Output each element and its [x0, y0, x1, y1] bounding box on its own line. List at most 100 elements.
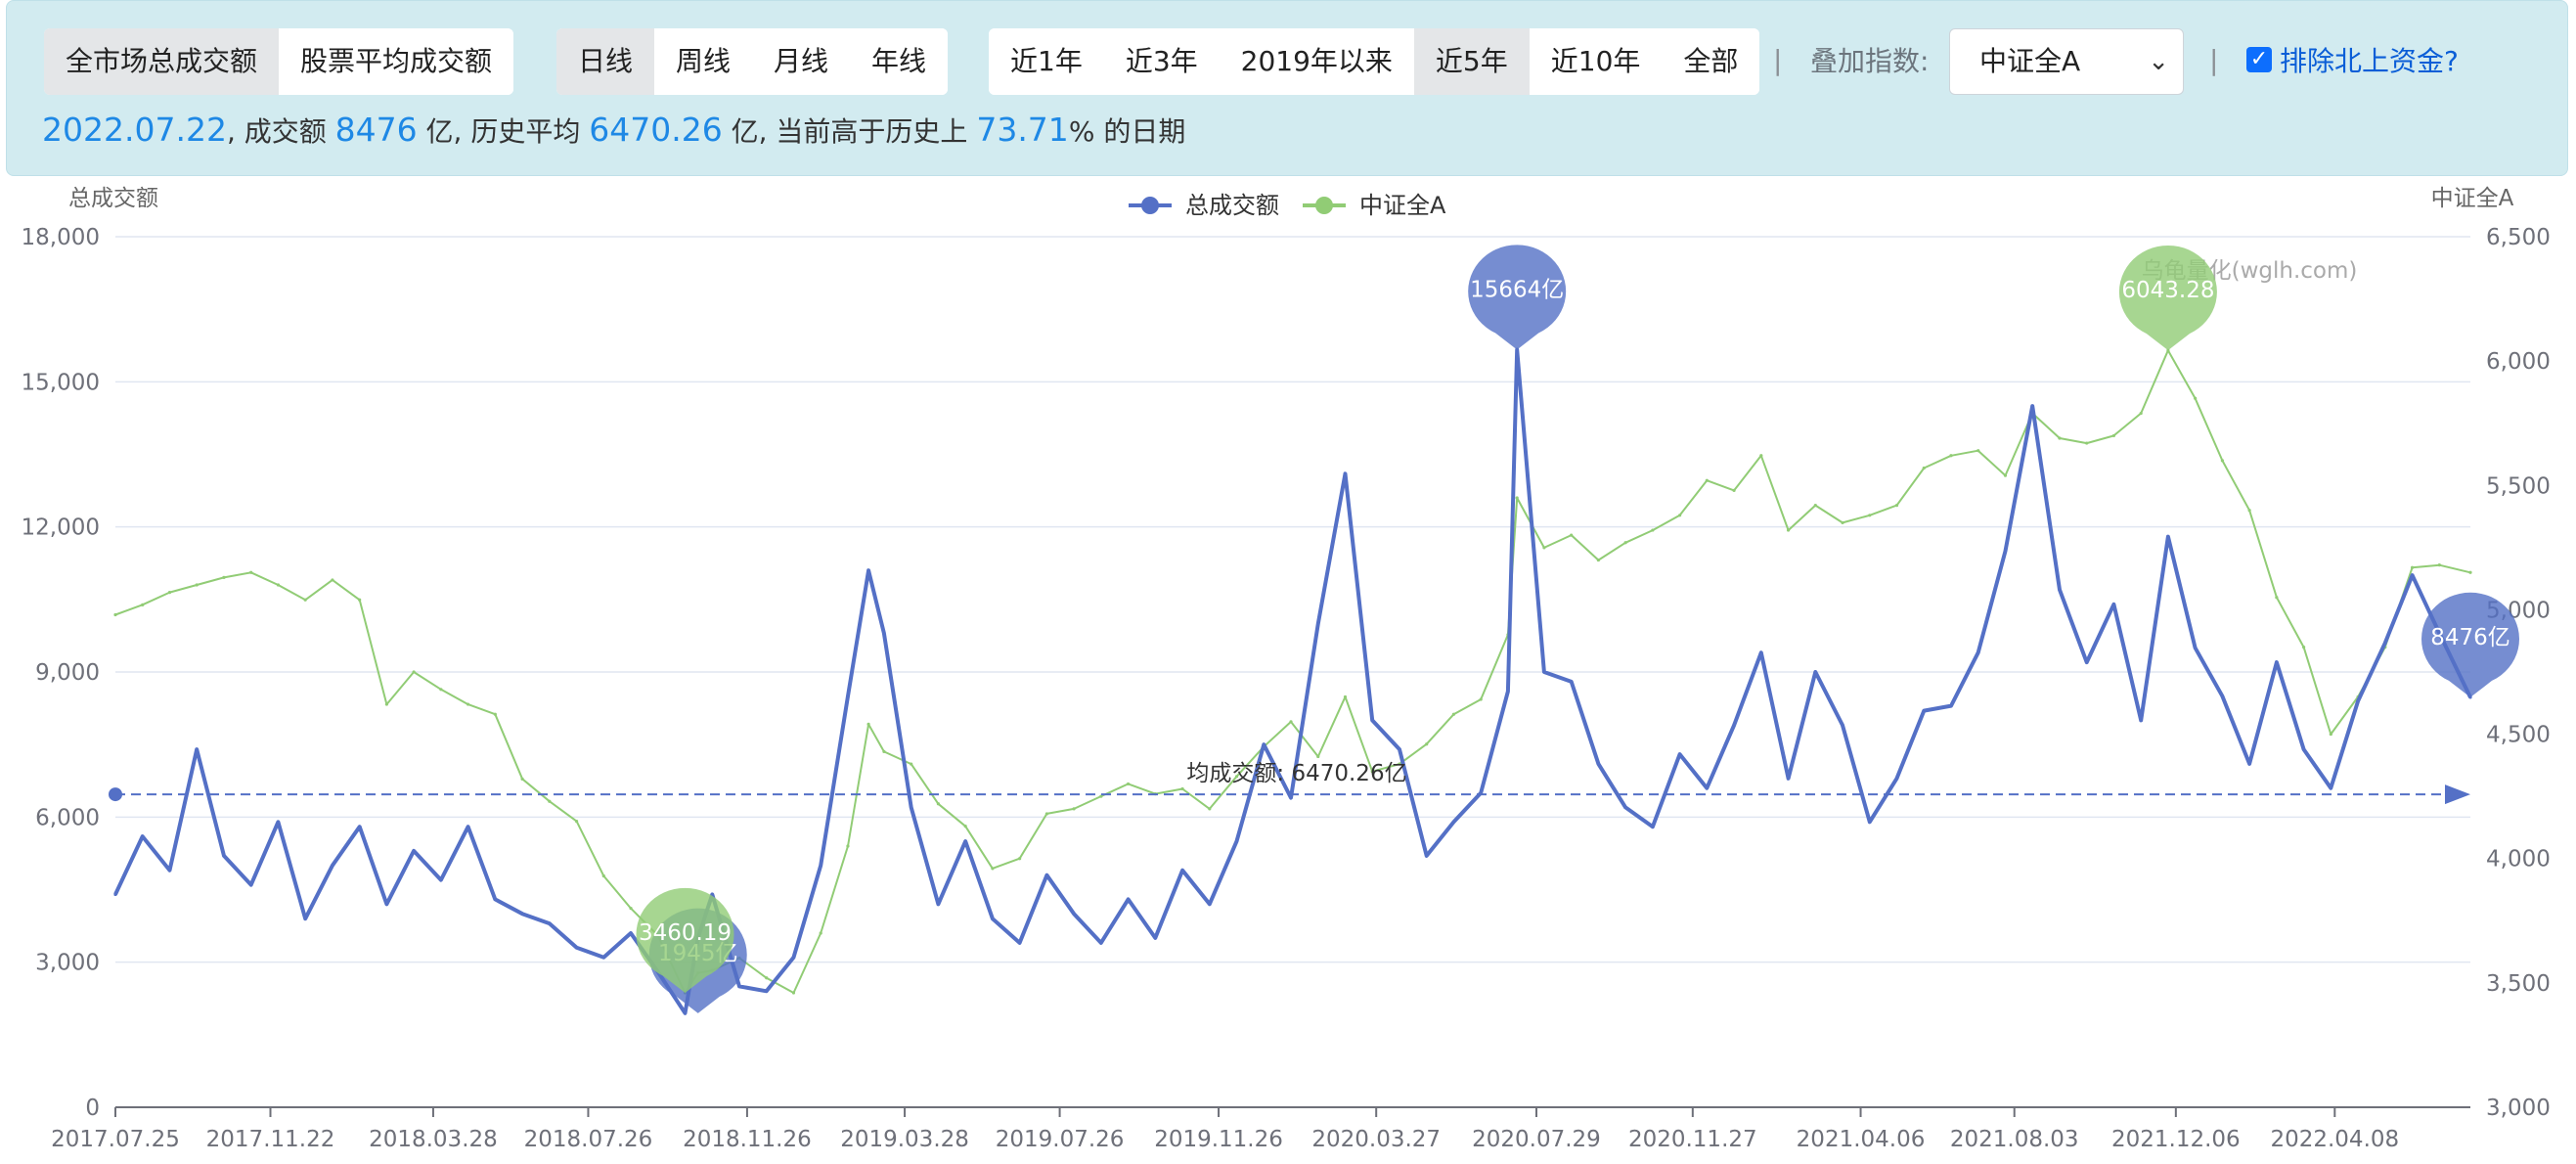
turnover-point [2220, 694, 2224, 698]
index-point [2085, 441, 2089, 445]
turnover-point [2194, 646, 2198, 649]
tab-range-1y[interactable]: 近1年 [989, 28, 1104, 95]
legend-item-turnover[interactable]: 总成交额 [1129, 192, 1279, 219]
y-right-tick-label: 6,500 [2486, 225, 2551, 250]
summary-text: 亿, 当前高于历史上 [722, 115, 977, 148]
tab-weekly[interactable]: 周线 [654, 28, 753, 95]
chevron-down-icon: ⌄ [2148, 47, 2169, 76]
tab-range-3y[interactable]: 近3年 [1103, 28, 1220, 95]
period-tab-group: 日线 周线 月线 年线 [556, 28, 949, 95]
turnover-point [1623, 805, 1627, 810]
turnover-point [1868, 820, 1872, 824]
turnover-point [1542, 670, 1546, 674]
index-point [1868, 514, 1872, 517]
legend-dot-icon [1315, 197, 1333, 214]
index-point [1841, 520, 1844, 525]
tab-daily[interactable]: 日线 [556, 28, 655, 95]
x-tick-label: 2022.04.08 [2270, 1127, 2399, 1152]
overlay-index-label: 叠加指数: [1810, 45, 1930, 77]
summary-text: , 成交额 [226, 115, 335, 148]
average-line-arrow-icon [2445, 784, 2470, 805]
pin-label: 8476亿 [2430, 625, 2510, 650]
index-point [846, 844, 850, 848]
average-line-start-dot [109, 787, 122, 802]
index-point [1813, 504, 1817, 508]
summary-text: 亿, 历史平均 [417, 115, 590, 148]
turnover-point [1841, 723, 1844, 727]
turnover-point [113, 892, 117, 897]
pin-shape [2421, 592, 2519, 697]
x-tick-label: 2021.08.03 [1950, 1127, 2079, 1152]
index-point [1515, 496, 1519, 500]
index-point [2302, 645, 2306, 649]
index-point [1623, 541, 1627, 545]
control-panel: 全市场总成交额 股票平均成交额 日线 周线 月线 年线 近1年 近3年 2019… [6, 0, 2568, 176]
tab-range-since-2019[interactable]: 2019年以来 [1219, 28, 1414, 95]
index-point [1894, 504, 1899, 508]
exclude-northbound-toggle[interactable]: ✓ 排除北上资金? [2246, 40, 2459, 79]
tab-total-turnover[interactable]: 全市场总成交额 [44, 28, 280, 95]
tab-range-5y[interactable]: 近5年 [1413, 28, 1530, 95]
tab-range-all[interactable]: 全部 [1662, 28, 1760, 95]
turnover-point [1044, 873, 1048, 877]
turnover-point [331, 864, 334, 868]
index-point [1651, 528, 1655, 532]
turnover-point [276, 820, 281, 824]
x-tick-label: 2018.03.28 [369, 1127, 498, 1152]
turnover-point [1289, 795, 1293, 800]
y-right-axis-title: 中证全A [2431, 186, 2514, 211]
index-point [222, 575, 226, 579]
index-point [1759, 454, 1763, 458]
index-point [991, 867, 995, 871]
index-point [167, 591, 172, 595]
index-point [1044, 812, 1048, 816]
y-right-tick-label: 5,500 [2486, 473, 2551, 499]
index-point [574, 819, 579, 824]
turnover-point [2030, 404, 2034, 408]
index-point [195, 583, 199, 587]
checkbox-checked-icon[interactable]: ✓ [2246, 47, 2272, 72]
index-point [1678, 514, 1682, 517]
axis-ticks: 0 3,000 6,000 9,000 12,000 15,000 18,000 3,000 3… [22, 225, 2551, 1152]
overlay-index-select[interactable]: 中证全A ⌄ [1949, 28, 2184, 95]
turnover-point [1894, 777, 1899, 781]
turnover-point [466, 825, 470, 828]
index-point [1425, 742, 1429, 746]
index-point [548, 799, 552, 803]
turnover-point [846, 694, 850, 698]
x-tick-label: 2020.11.27 [1628, 1127, 1757, 1152]
turnover-point [1234, 839, 1239, 843]
tab-yearly[interactable]: 年线 [850, 28, 949, 95]
tab-range-10y[interactable]: 近10年 [1529, 28, 1663, 95]
summary-average: 6470.26 [589, 111, 723, 149]
turnover-point [2247, 762, 2251, 766]
turnover-point [1072, 912, 1076, 916]
turnover-point [2085, 660, 2089, 664]
pin-shape [636, 887, 734, 993]
index-point [331, 578, 334, 582]
turnover-point [493, 897, 497, 901]
turnover-point [1570, 680, 1574, 684]
tab-monthly[interactable]: 月线 [752, 28, 851, 95]
x-tick-label: 2021.12.06 [2111, 1127, 2241, 1152]
y-right-tick-label: 4,000 [2486, 847, 2551, 873]
index-point [2410, 565, 2415, 569]
pin-label: 15664亿 [1470, 278, 1564, 303]
turnover-point [2003, 549, 2008, 553]
summary-percentile: 73.71 [976, 111, 1069, 149]
average-line-label: 均成交额: 6470.26亿 [1186, 761, 1406, 786]
index-point [1072, 807, 1076, 811]
x-tick-label: 2018.07.26 [524, 1127, 653, 1152]
index-point [1922, 466, 1926, 470]
turnover-point [195, 747, 199, 751]
tab-avg-stock-turnover[interactable]: 股票平均成交额 [279, 28, 514, 95]
turnover-point [1651, 825, 1655, 828]
x-tick-label: 2020.07.29 [1472, 1127, 1601, 1152]
summary-amount: 8476 [334, 111, 418, 149]
x-tick-label: 2020.03.27 [1311, 1127, 1441, 1152]
index-point [2139, 411, 2143, 416]
legend-dot-icon [1141, 197, 1159, 214]
summary-line: 2022.07.22, 成交额 8476 亿, 历史平均 6470.26 亿, … [42, 111, 1185, 150]
legend-item-csi-all-a[interactable]: 中证全A [1303, 192, 1446, 219]
